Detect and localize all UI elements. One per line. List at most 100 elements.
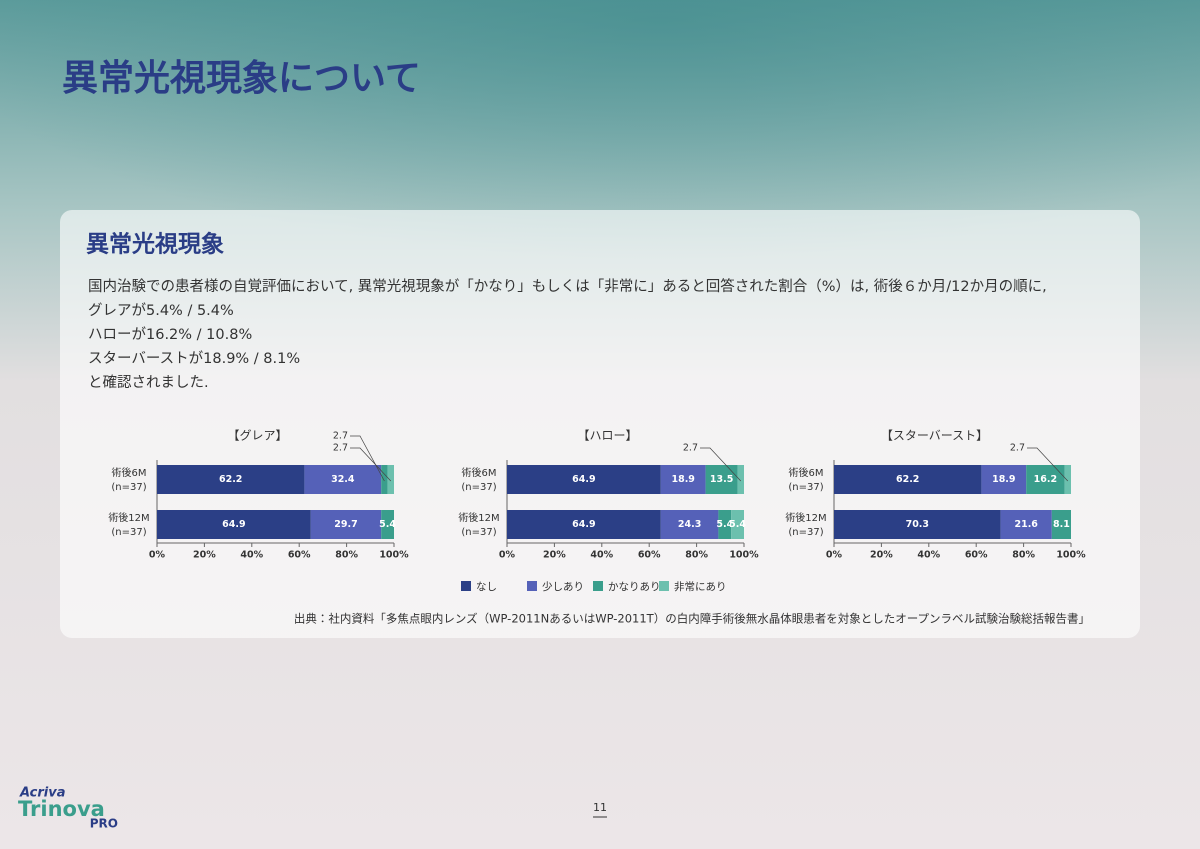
x-tick-label: 40% [590, 550, 613, 561]
category-note: (n=37) [461, 527, 496, 538]
x-tick-label: 60% [965, 550, 988, 561]
bar-segment [304, 465, 382, 494]
data-label: 18.9 [992, 474, 1015, 485]
logo-suffix: PRO [90, 817, 118, 831]
bar-segment [1000, 510, 1052, 539]
x-tick-label: 0% [499, 550, 516, 561]
leader-line [1027, 447, 1069, 482]
legend-swatch [659, 581, 669, 591]
bar-segment [731, 510, 744, 539]
bar-segment [737, 465, 744, 494]
category-note: (n=37) [111, 527, 146, 538]
x-tick-label: 60% [638, 550, 661, 561]
bar-segment [157, 510, 311, 539]
x-tick-label: 80% [1012, 550, 1035, 561]
data-label: 13.5 [710, 474, 733, 485]
data-label: 5.4 [379, 519, 396, 530]
data-label: 29.7 [334, 519, 357, 530]
category-label: 術後12M [458, 511, 499, 524]
logo-brand: Acriva [19, 786, 65, 801]
legend-swatch [461, 581, 471, 591]
category-note: (n=37) [111, 482, 146, 493]
data-label: 5.4 [729, 519, 746, 530]
bar-segment [718, 510, 732, 539]
bar-segment [1026, 465, 1065, 494]
category-note: (n=37) [788, 527, 823, 538]
leader-line [350, 435, 385, 482]
source-note: 出典：社内資料「多焦点眼内レンズ（WP-2011NあるいはWP-2011T）の白… [294, 612, 1090, 626]
x-tick-label: 40% [917, 550, 940, 561]
legend-label: かなりあり [608, 581, 661, 593]
data-label: 21.6 [1014, 519, 1038, 530]
bar-segment [834, 510, 1001, 539]
data-label: 70.3 [906, 519, 929, 530]
x-tick-label: 80% [685, 550, 708, 561]
x-tick-label: 100% [729, 550, 759, 561]
data-label: 2.7 [333, 443, 348, 454]
bar-segment [507, 510, 661, 539]
x-tick-label: 0% [149, 550, 166, 561]
section-title: 異常光視現象 [86, 231, 224, 258]
bar-segment [157, 465, 305, 494]
intro-line: グレアが5.4% / 5.4% [88, 302, 234, 319]
bar-segment [1051, 510, 1071, 539]
data-label: 8.1 [1053, 519, 1070, 530]
bar-segment [705, 465, 738, 494]
data-label: 16.2 [1034, 474, 1057, 485]
x-tick-label: 20% [543, 550, 566, 561]
data-label: 18.9 [671, 474, 694, 485]
bar-segment [660, 510, 719, 539]
leader-line [700, 447, 742, 482]
page-title: 異常光視現象について [62, 58, 421, 99]
legend-label: なし [476, 581, 497, 593]
page-number: 11 [593, 801, 607, 814]
x-tick-label: 0% [826, 550, 843, 561]
intro-line: スターバーストが18.9% / 8.1% [88, 350, 300, 367]
data-label: 2.7 [683, 443, 698, 454]
bar-segment [1064, 465, 1071, 494]
content-panel [60, 210, 1140, 638]
logo-name: Trinova [18, 797, 105, 821]
x-tick-label: 80% [335, 550, 358, 561]
data-label: 24.3 [678, 519, 701, 530]
bar-segment [310, 510, 382, 539]
bar-segment [981, 465, 1027, 494]
x-tick-label: 100% [1056, 550, 1086, 561]
legend-swatch [527, 581, 537, 591]
data-label: 64.9 [572, 519, 595, 530]
category-label: 術後6M [789, 466, 824, 479]
bar-segment [834, 465, 982, 494]
data-label: 62.2 [219, 474, 242, 485]
category-note: (n=37) [788, 482, 823, 493]
category-label: 術後12M [785, 511, 826, 524]
bar-segment [381, 510, 394, 539]
category-label: 術後12M [108, 511, 149, 524]
x-tick-label: 60% [288, 550, 311, 561]
intro-line: ハローが16.2% / 10.8% [88, 326, 252, 343]
intro-line: と確認されました. [88, 374, 209, 391]
category-note: (n=37) [461, 482, 496, 493]
bar-segment [660, 465, 706, 494]
chart-title: 【ハロー】 [577, 429, 637, 443]
chart-title: 【グレア】 [227, 429, 287, 443]
legend-label: 非常にあり [674, 580, 727, 593]
data-label: 2.7 [333, 431, 348, 442]
data-label: 32.4 [331, 474, 355, 485]
x-tick-label: 20% [870, 550, 893, 561]
bar-segment [507, 465, 661, 494]
chart-title: 【スターバースト】 [881, 429, 988, 443]
legend-swatch [593, 581, 603, 591]
data-label: 62.2 [896, 474, 919, 485]
category-label: 術後6M [462, 466, 497, 479]
bar-segment [381, 465, 388, 494]
intro-line: 国内治験での患者様の自覚評価において, 異常光視現象が「かなり」もしくは「非常に… [88, 278, 1047, 295]
leader-line [350, 447, 392, 482]
bar-segment [387, 465, 394, 494]
x-tick-label: 40% [240, 550, 263, 561]
x-tick-label: 100% [379, 550, 409, 561]
data-label: 2.7 [1010, 443, 1025, 454]
data-label: 5.4 [716, 519, 733, 530]
data-label: 64.9 [222, 519, 245, 530]
